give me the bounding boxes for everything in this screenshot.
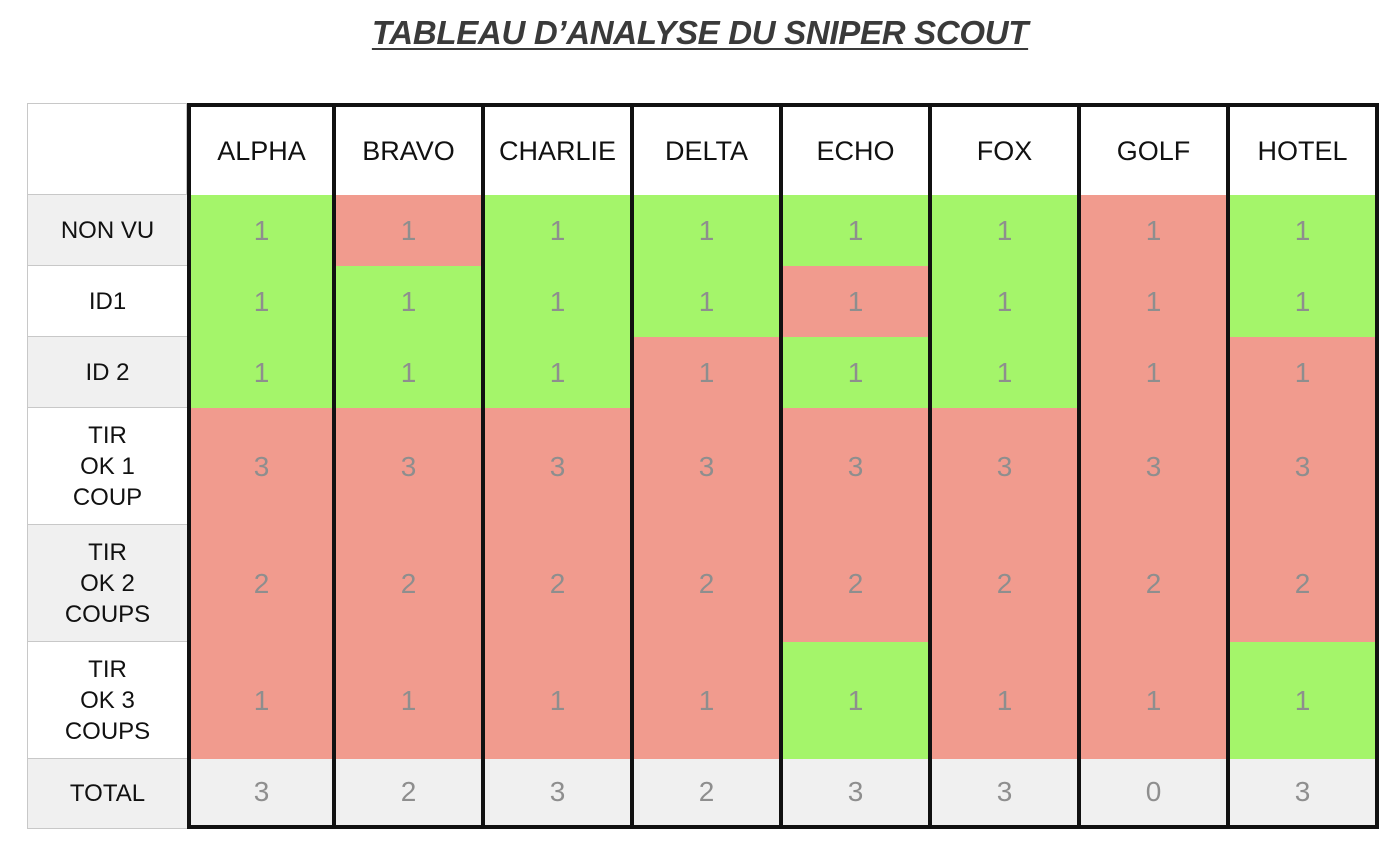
- column-header-bravo: BRAVO: [336, 103, 485, 195]
- total-cell: 3: [485, 759, 634, 829]
- total-cell: 3: [1230, 759, 1379, 829]
- score-cell: 3: [336, 408, 485, 525]
- score-cell: 2: [634, 525, 783, 642]
- score-cell: 1: [1081, 337, 1230, 408]
- score-cell: 1: [1081, 642, 1230, 759]
- score-cell: 1: [1230, 195, 1379, 266]
- score-cell: 1: [783, 337, 932, 408]
- score-cell: 1: [783, 266, 932, 337]
- column-header-fox: FOX: [932, 103, 1081, 195]
- total-cell: 3: [783, 759, 932, 829]
- score-cell: 1: [1081, 266, 1230, 337]
- score-cell: 1: [783, 195, 932, 266]
- score-cell: 1: [336, 266, 485, 337]
- column-header-alpha: ALPHA: [187, 103, 336, 195]
- score-cell: 1: [932, 337, 1081, 408]
- page-title: TABLEAU D’ANALYSE DU SNIPER SCOUT: [371, 14, 1029, 51]
- score-cell: 2: [187, 525, 336, 642]
- row-label: TIR OK 2 COUPS: [27, 525, 187, 642]
- score-cell: 1: [485, 266, 634, 337]
- row-label: ID1: [27, 266, 187, 337]
- score-cell: 3: [1230, 408, 1379, 525]
- score-cell: 2: [336, 525, 485, 642]
- score-cell: 1: [485, 642, 634, 759]
- row-label: TIR OK 1 COUP: [27, 408, 187, 525]
- total-cell: 0: [1081, 759, 1230, 829]
- score-cell: 1: [485, 195, 634, 266]
- score-cell: 3: [187, 408, 336, 525]
- total-cell: 2: [336, 759, 485, 829]
- score-cell: 1: [187, 642, 336, 759]
- analysis-grid: ALPHA BRAVO CHARLIE DELTA ECHO FOX GOLF HOTEL NO…: [27, 103, 1379, 829]
- score-cell: 1: [932, 195, 1081, 266]
- column-header-delta: DELTA: [634, 103, 783, 195]
- row-label: NON VU: [27, 195, 187, 266]
- score-cell: 1: [485, 337, 634, 408]
- score-cell: 3: [783, 408, 932, 525]
- score-cell: 1: [1081, 195, 1230, 266]
- score-cell: 2: [485, 525, 634, 642]
- total-row-label: TOTAL: [27, 759, 187, 829]
- score-cell: 3: [634, 408, 783, 525]
- score-cell: 3: [932, 408, 1081, 525]
- column-header-charlie: CHARLIE: [485, 103, 634, 195]
- score-cell: 1: [187, 337, 336, 408]
- total-cell: 2: [634, 759, 783, 829]
- score-cell: 1: [1230, 337, 1379, 408]
- column-header-golf: GOLF: [1081, 103, 1230, 195]
- score-cell: 1: [634, 337, 783, 408]
- score-cell: 2: [1081, 525, 1230, 642]
- score-cell: 1: [634, 642, 783, 759]
- score-cell: 1: [336, 642, 485, 759]
- score-cell: 2: [932, 525, 1081, 642]
- score-cell: 3: [1081, 408, 1230, 525]
- score-cell: 1: [187, 195, 336, 266]
- score-cell: 1: [932, 266, 1081, 337]
- score-cell: 2: [1230, 525, 1379, 642]
- row-label: TIR OK 3 COUPS: [27, 642, 187, 759]
- score-cell: 3: [485, 408, 634, 525]
- table-corner-cell: [27, 103, 187, 195]
- score-cell: 1: [634, 195, 783, 266]
- row-label: ID 2: [27, 337, 187, 408]
- score-cell: 1: [336, 337, 485, 408]
- score-cell: 1: [336, 195, 485, 266]
- column-header-echo: ECHO: [783, 103, 932, 195]
- analysis-table: ALPHA BRAVO CHARLIE DELTA ECHO FOX GOLF HOTEL NO…: [27, 103, 1379, 829]
- score-cell: 1: [187, 266, 336, 337]
- score-cell: 1: [932, 642, 1081, 759]
- score-cell: 1: [1230, 266, 1379, 337]
- column-header-hotel: HOTEL: [1230, 103, 1379, 195]
- score-cell: 1: [634, 266, 783, 337]
- score-cell: 2: [783, 525, 932, 642]
- score-cell: 1: [783, 642, 932, 759]
- total-cell: 3: [932, 759, 1081, 829]
- score-cell: 1: [1230, 642, 1379, 759]
- total-cell: 3: [187, 759, 336, 829]
